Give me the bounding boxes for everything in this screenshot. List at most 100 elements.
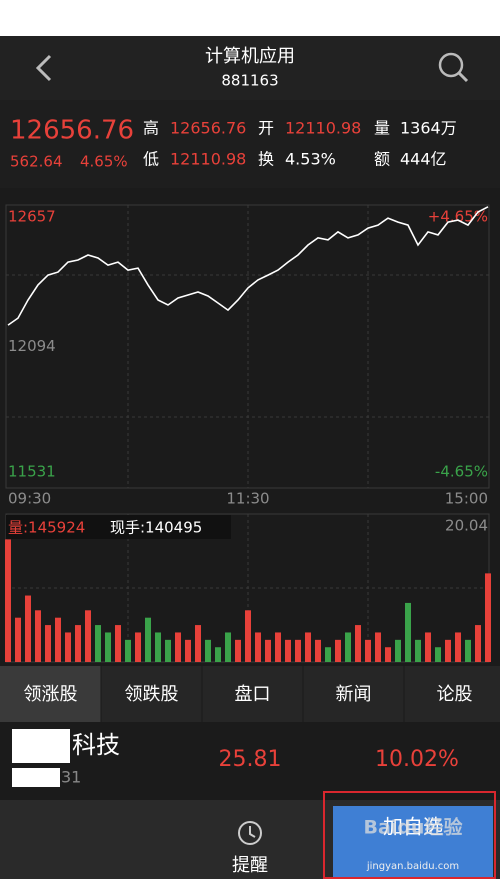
volume-bar xyxy=(455,632,461,662)
volume-bar xyxy=(145,617,151,662)
volume-bar xyxy=(365,639,371,662)
volume-bar xyxy=(305,632,311,662)
last-price: 12656.76 xyxy=(10,116,134,146)
volume-bar xyxy=(165,639,171,662)
volume-bar xyxy=(105,632,111,662)
volume-bar xyxy=(135,632,141,662)
volume-bar xyxy=(195,625,201,662)
alert-label: 提醒 xyxy=(232,855,268,876)
add-watchlist-button[interactable] xyxy=(333,806,493,879)
volume-label-bg xyxy=(6,515,231,539)
volume-bar xyxy=(285,639,291,662)
volume-bar xyxy=(55,617,61,662)
volume-bar xyxy=(395,639,401,662)
chart-frame xyxy=(5,204,490,663)
change-pct: 4.65% xyxy=(80,153,128,171)
quote-label: 换 xyxy=(258,150,274,169)
quote-label: 高 xyxy=(143,119,159,138)
tab-selected xyxy=(0,666,101,722)
tab[interactable]: 论股 xyxy=(437,684,473,705)
volume-bar xyxy=(125,639,131,662)
volume-bar xyxy=(75,625,81,662)
quote-value: 12656.76 xyxy=(170,119,246,138)
volume-bar xyxy=(255,632,261,662)
volume-bar xyxy=(155,632,161,662)
alert-button[interactable]: 提醒 xyxy=(232,821,268,876)
volume-bar xyxy=(25,595,31,662)
y2-tick-label: +4.65% xyxy=(428,208,488,226)
volume-bar xyxy=(65,632,71,662)
volume-bar xyxy=(345,632,351,662)
volume-bar xyxy=(215,647,221,662)
watermark: Baidu经验 xyxy=(364,816,464,839)
tab[interactable]: 领涨股 xyxy=(24,684,78,705)
redaction xyxy=(12,729,70,763)
volume-bar xyxy=(325,647,331,662)
stock-row-price: 25.81 xyxy=(219,747,282,772)
y-tick-label: 20.04 xyxy=(445,517,488,535)
back-button[interactable] xyxy=(35,54,52,82)
volume-bar xyxy=(95,625,101,662)
volume-bar xyxy=(355,625,361,662)
volume-bar xyxy=(375,632,381,662)
volume-bar xyxy=(175,632,181,662)
tab[interactable]: 新闻 xyxy=(336,684,372,705)
volume-bar xyxy=(415,639,421,662)
volume-bar xyxy=(5,539,11,662)
change: 562.64 xyxy=(10,153,63,171)
quote-value: 444亿 xyxy=(400,150,447,169)
redaction xyxy=(12,768,60,787)
volume-bar xyxy=(485,573,491,662)
y-tick-label: 12657 xyxy=(8,208,56,226)
highlight-box xyxy=(323,791,496,879)
time-label: 15:00 xyxy=(445,490,488,508)
volume-bar xyxy=(275,632,281,662)
volume-bar xyxy=(35,610,41,662)
stock-row-change: 10.02% xyxy=(375,747,459,772)
header-bar xyxy=(0,36,500,100)
volume-bar xyxy=(425,632,431,662)
quote-value: 4.53% xyxy=(285,150,336,169)
price-line xyxy=(7,206,489,326)
volume-bar xyxy=(85,610,91,662)
volume-bar xyxy=(465,639,471,662)
volume-bar xyxy=(15,617,21,662)
tab[interactable]: 领跌股 xyxy=(125,684,179,705)
volume-bar xyxy=(185,639,191,662)
volume-bar xyxy=(245,610,251,662)
volume-bar xyxy=(295,639,301,662)
volume-bar xyxy=(225,632,231,662)
volume-bar xyxy=(435,647,441,662)
volume-bar xyxy=(205,639,211,662)
volume-label: 量:145924 xyxy=(8,519,85,537)
watermark-url: jingyan.baidu.com xyxy=(366,861,459,872)
tab-dividers xyxy=(100,666,405,722)
stock-name[interactable]: 科技 xyxy=(72,731,120,759)
y2-tick-label: -4.65% xyxy=(435,463,488,481)
quote-value: 1364万 xyxy=(400,119,457,138)
volume-bar xyxy=(475,625,481,662)
hand-label: 现手:140495 xyxy=(110,519,202,537)
quote-label: 开 xyxy=(258,119,274,138)
quote-label: 量 xyxy=(374,119,390,138)
add-watchlist-label: 加自选 xyxy=(383,815,443,839)
stock-code: 881163 xyxy=(221,72,278,90)
quote-label: 额 xyxy=(374,150,390,169)
volume-bar xyxy=(45,625,51,662)
page-title: 计算机应用 xyxy=(205,46,295,67)
time-label: 09:30 xyxy=(8,490,51,508)
y-tick-label: 12094 xyxy=(8,337,56,355)
tab[interactable]: 盘口 xyxy=(235,684,271,705)
search-button[interactable] xyxy=(438,52,469,83)
quote-label: 低 xyxy=(143,150,159,169)
quote-panel xyxy=(0,100,500,188)
volume-bar xyxy=(445,639,451,662)
quote-value: 12110.98 xyxy=(285,119,361,138)
volume-bar xyxy=(235,639,241,662)
status-bar xyxy=(0,0,500,36)
volume-bar xyxy=(265,639,271,662)
volume-bar xyxy=(385,647,391,662)
stock-row-code: 31 xyxy=(61,768,81,787)
quote-value: 12110.98 xyxy=(170,150,246,169)
